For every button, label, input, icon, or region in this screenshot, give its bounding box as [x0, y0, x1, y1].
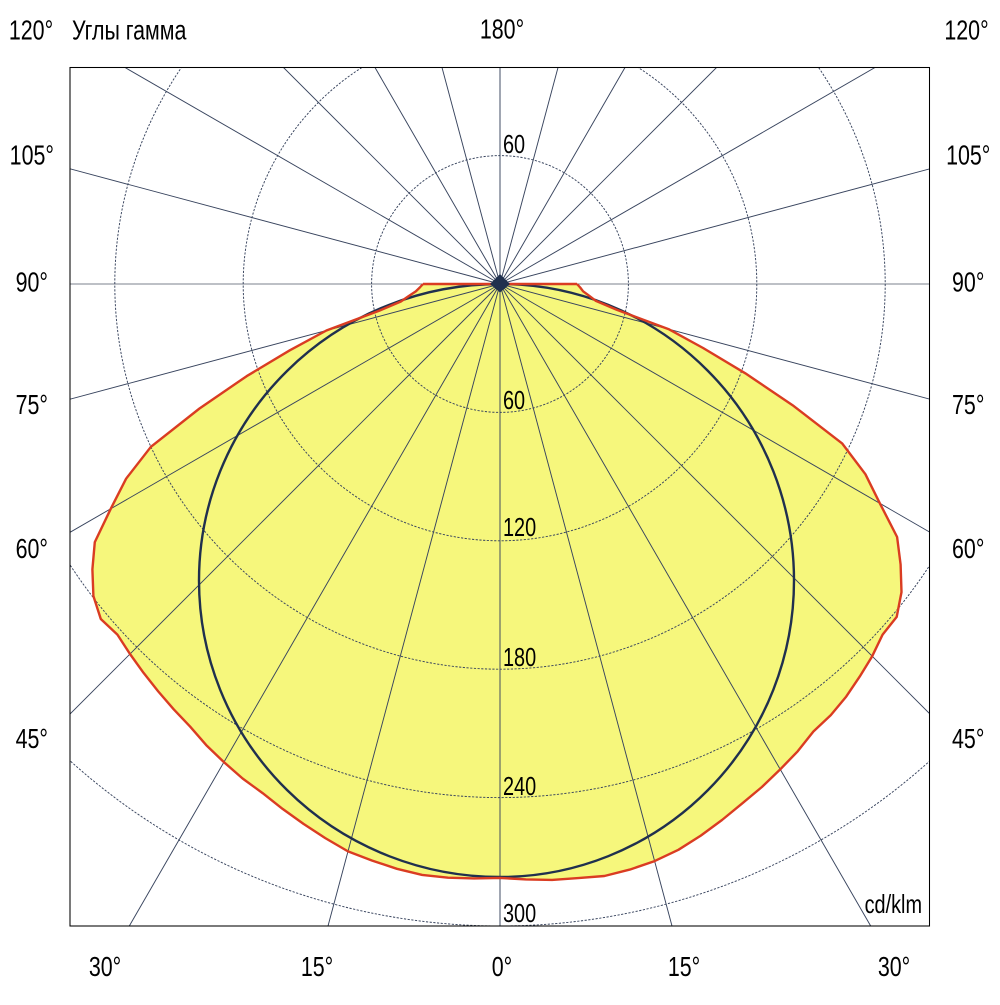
svg-text:15°: 15°: [301, 951, 333, 982]
svg-text:105°: 105°: [946, 140, 990, 171]
svg-text:0°: 0°: [492, 951, 512, 982]
svg-text:90°: 90°: [952, 267, 984, 298]
svg-text:90°: 90°: [16, 267, 48, 298]
svg-text:180°: 180°: [480, 14, 524, 45]
svg-text:75°: 75°: [16, 389, 48, 420]
svg-text:120°: 120°: [9, 15, 53, 46]
svg-text:240: 240: [503, 771, 536, 800]
svg-text:45°: 45°: [952, 723, 984, 754]
svg-text:30°: 30°: [878, 951, 910, 982]
svg-text:cd/klm: cd/klm: [865, 889, 922, 918]
svg-text:60: 60: [503, 129, 525, 158]
svg-text:60°: 60°: [16, 533, 48, 564]
svg-text:30°: 30°: [89, 951, 121, 982]
svg-text:105°: 105°: [10, 140, 54, 171]
svg-text:45°: 45°: [16, 723, 48, 754]
svg-text:60: 60: [503, 385, 525, 414]
svg-text:120°: 120°: [944, 15, 988, 46]
svg-text:180: 180: [503, 642, 536, 671]
svg-text:60°: 60°: [952, 533, 984, 564]
svg-text:120: 120: [503, 512, 536, 541]
svg-text:300: 300: [503, 898, 536, 927]
svg-text:15°: 15°: [668, 951, 700, 982]
svg-text:75°: 75°: [952, 389, 984, 420]
svg-text:Углы гамма: Углы гамма: [72, 15, 186, 46]
